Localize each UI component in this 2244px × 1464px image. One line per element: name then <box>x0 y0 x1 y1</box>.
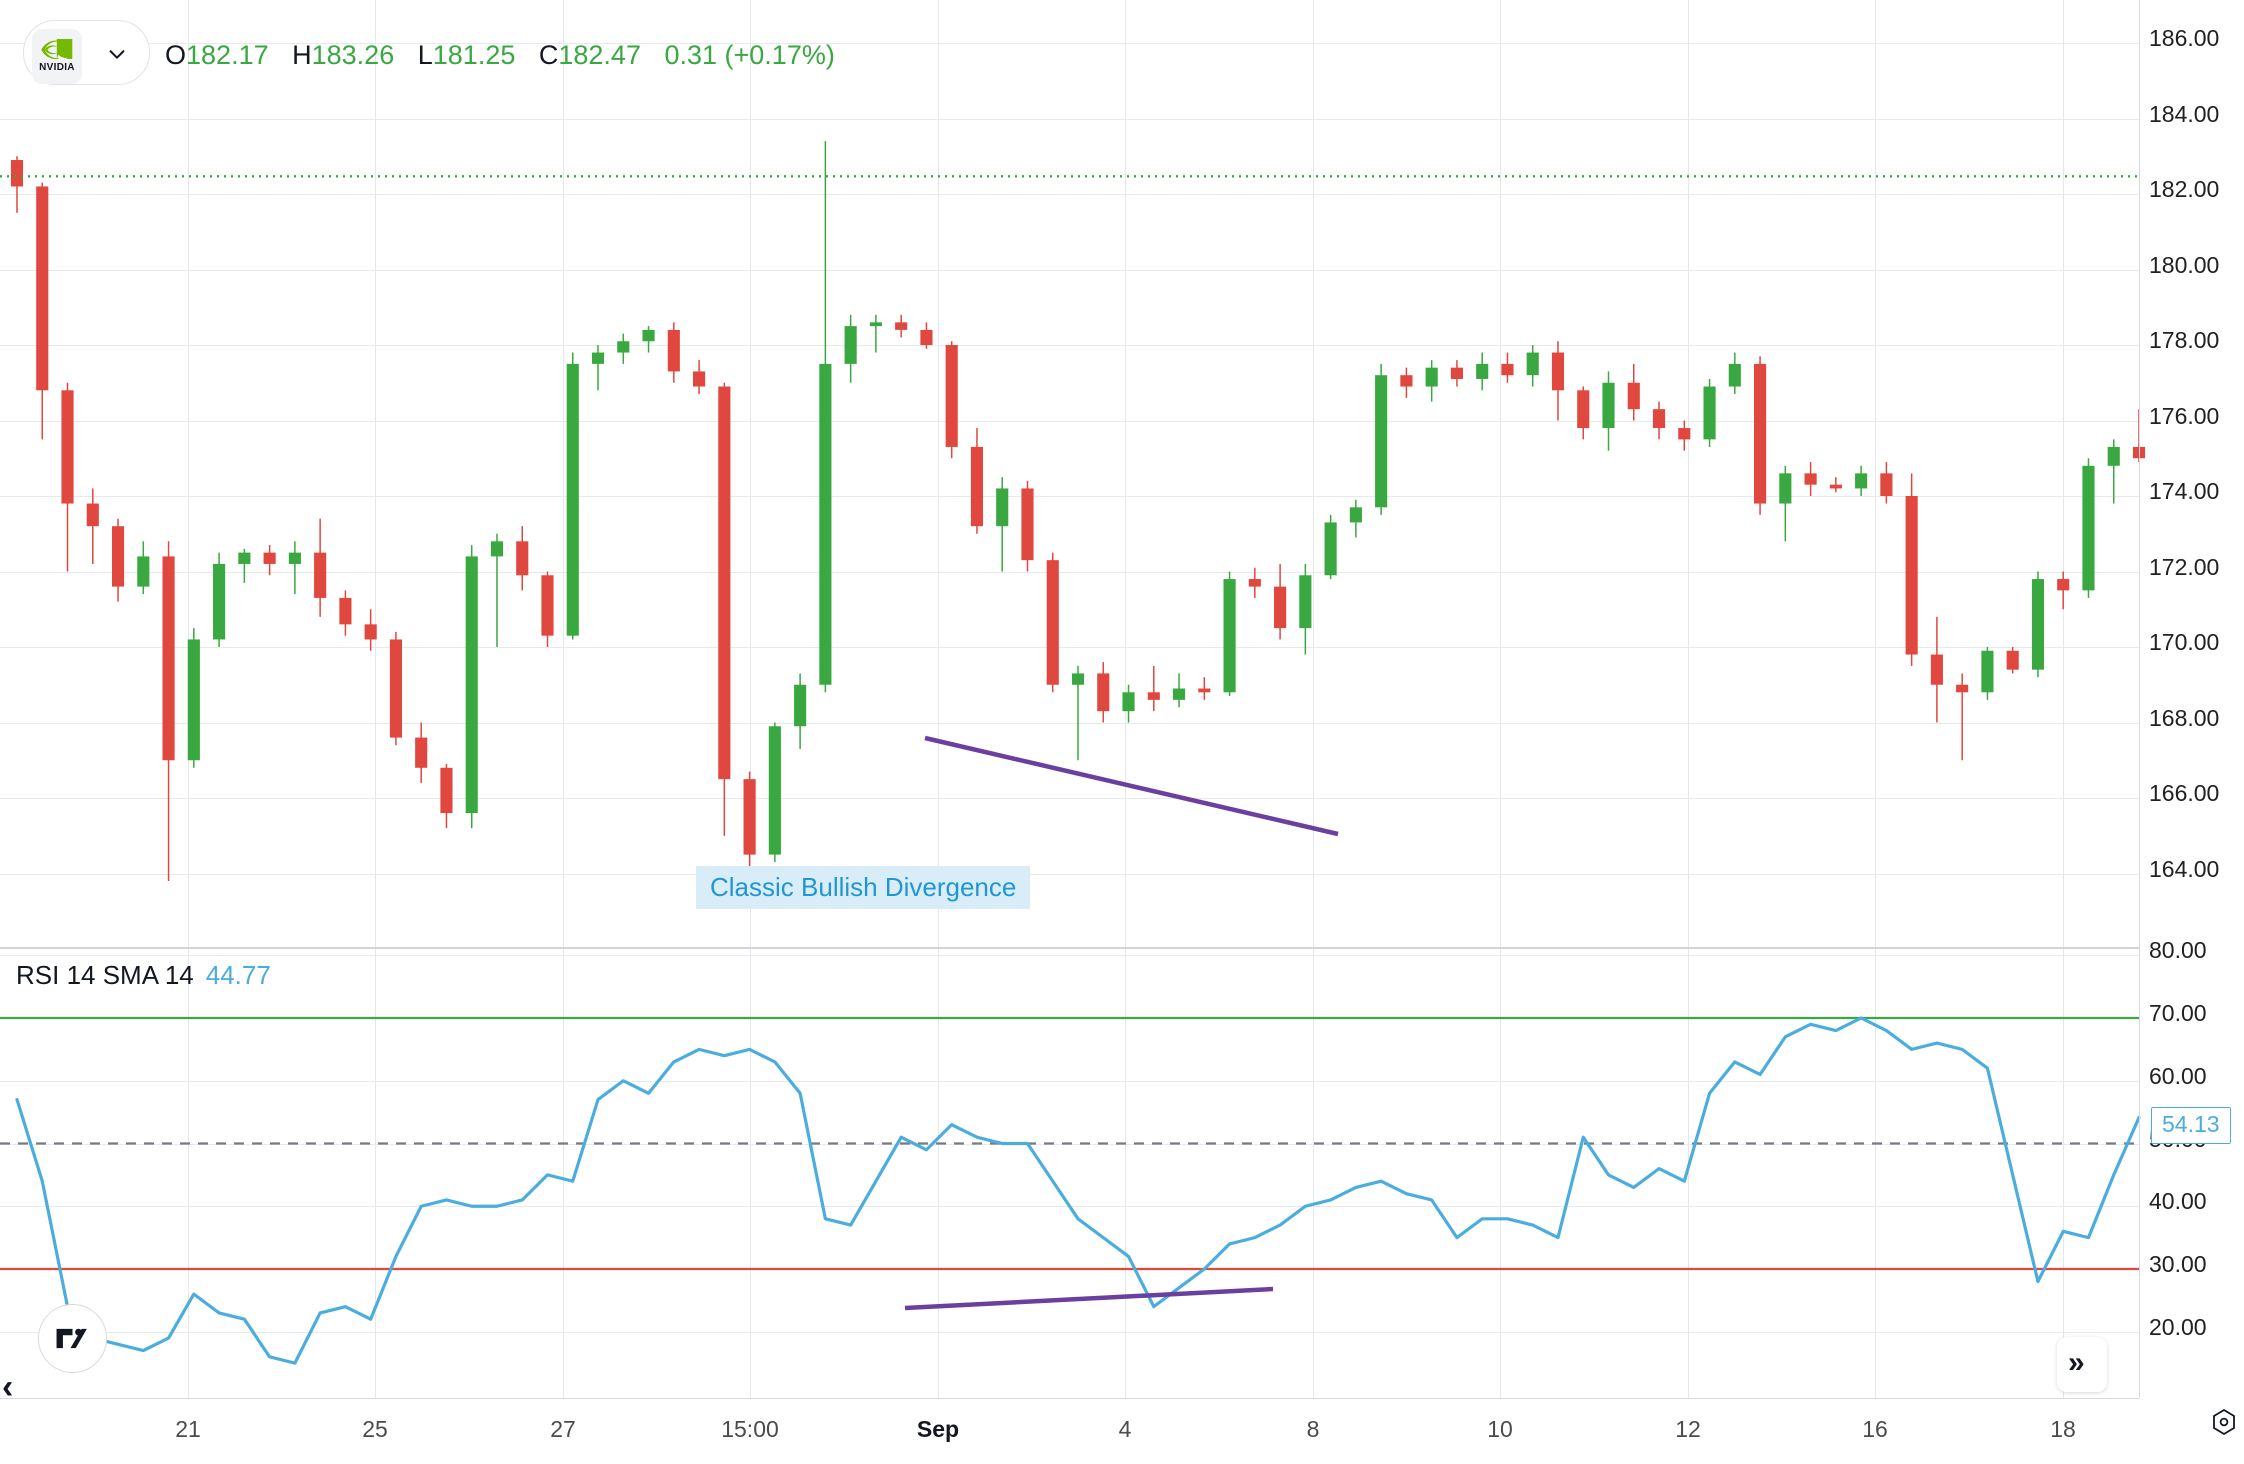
svg-text:NVIDIA: NVIDIA <box>39 62 75 73</box>
